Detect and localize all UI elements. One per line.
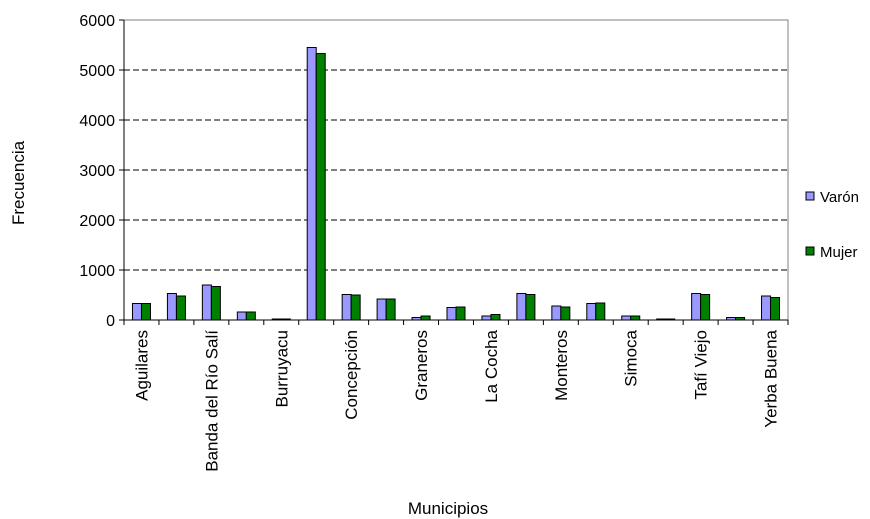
bar-varon — [551, 305, 562, 321]
axes — [119, 19, 789, 325]
bar-varon — [341, 294, 352, 321]
x-category-label: Tafí Viejo — [692, 330, 711, 400]
bar-varon — [166, 293, 177, 321]
bar-mujer — [385, 298, 396, 321]
legend-swatch — [805, 246, 815, 256]
x-category-label: Monteros — [552, 330, 571, 401]
y-axis-title: Frecuencia — [9, 140, 28, 225]
bar-mujer — [525, 294, 536, 321]
bar-varon — [516, 293, 527, 321]
y-tick-label: 5000 — [79, 63, 115, 80]
y-tick-label: 4000 — [79, 113, 115, 130]
bar-mujer — [490, 314, 501, 321]
bars — [131, 47, 781, 321]
x-tick-labels: Aguilares Banda del Río Salí Burruyacu Conc… — [132, 329, 780, 471]
bar-varon — [446, 307, 457, 321]
bar-mujer — [245, 311, 256, 321]
bar-varon — [691, 293, 702, 321]
bar-varon — [621, 315, 632, 321]
y-tick-label: 6000 — [79, 13, 115, 30]
bar-mujer — [560, 306, 571, 321]
legend-label: Mujer — [820, 244, 858, 261]
y-tick-label: 2000 — [79, 213, 115, 230]
bar-mujer — [350, 294, 361, 321]
bar-varon — [201, 284, 212, 321]
bar-varon — [131, 303, 142, 321]
bar-mujer — [700, 294, 711, 321]
legend-swatch — [805, 191, 815, 201]
bar-varon — [306, 47, 317, 321]
legend-label: Varón — [820, 189, 859, 206]
legend: Varón Mujer — [805, 189, 859, 261]
x-category-label: Yerba Buena — [762, 329, 781, 427]
bar-varon — [761, 295, 772, 321]
x-category-label: Simoca — [622, 329, 641, 386]
x-category-label: Banda del Río Salí — [202, 330, 221, 472]
bar-mujer — [455, 306, 466, 321]
x-category-label: Concepción — [342, 330, 361, 420]
bar-varon — [481, 315, 492, 321]
bar-mujer — [210, 286, 221, 321]
x-axis-title: Municipios — [408, 499, 488, 518]
y-tick-label: 3000 — [79, 163, 115, 180]
bar-mujer — [420, 315, 431, 321]
bar-mujer — [770, 297, 781, 321]
x-category-label: Aguilares — [132, 330, 151, 401]
x-category-label: Burruyacu — [272, 330, 291, 407]
bar-mujer — [175, 295, 186, 321]
bar-mujer — [630, 315, 641, 321]
bar-varon — [586, 303, 597, 321]
x-category-label: Graneros — [412, 330, 431, 401]
bar-varon — [376, 298, 387, 321]
bar-varon — [236, 311, 247, 321]
bar-mujer — [140, 303, 151, 321]
x-category-label: La Cocha — [482, 329, 501, 402]
y-tick-label: 1000 — [79, 263, 115, 280]
bar-mujer — [315, 53, 326, 321]
gridlines — [124, 19, 788, 271]
y-tick-label: 0 — [106, 313, 115, 330]
y-tick-labels: 0 1000 2000 3000 4000 5000 6000 — [79, 13, 115, 330]
bar-mujer — [595, 302, 606, 321]
